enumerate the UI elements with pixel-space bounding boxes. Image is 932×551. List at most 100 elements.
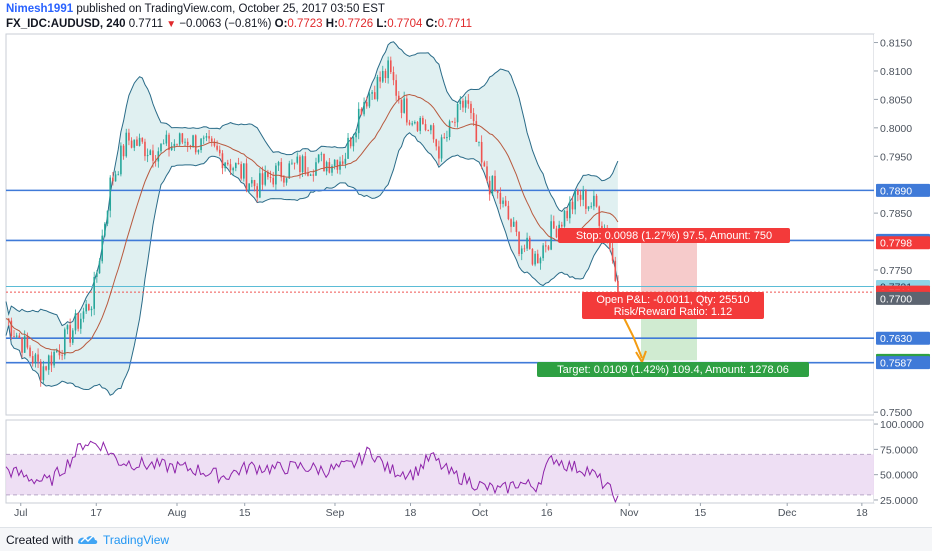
candle-body <box>389 60 392 73</box>
price-axis-label-text: 0.7587 <box>880 358 912 370</box>
candle-body <box>170 146 173 150</box>
candle-body <box>432 125 435 140</box>
candle-body <box>614 260 617 281</box>
candle-body <box>66 325 69 330</box>
candle-body <box>291 162 293 164</box>
candle-body <box>13 336 15 337</box>
candle-body <box>55 350 58 352</box>
candle-body <box>264 171 267 185</box>
x-tick-label: Jul <box>14 507 27 519</box>
symbol-line: FX_IDC:AUDUSD, 240 0.7711 ▼ −0.0063 (−0.… <box>6 18 472 30</box>
candle-body <box>192 135 194 147</box>
bollinger-band-fill <box>6 41 618 396</box>
candle-body <box>45 366 47 370</box>
candle-body <box>144 141 146 157</box>
candle-body <box>419 117 421 131</box>
candle-body <box>299 156 301 173</box>
candle-body <box>216 145 218 150</box>
symbol-name[interactable]: FX_IDC:AUDUSD, 240 <box>6 18 126 30</box>
candle-body <box>138 137 141 146</box>
price-axis-label: 0.7798 <box>876 236 930 250</box>
candle-body <box>200 138 202 151</box>
candle-body <box>261 173 264 185</box>
candle-body <box>443 137 446 139</box>
candle-body <box>259 173 261 198</box>
bollinger-lower-line <box>5 132 619 396</box>
price-axis-label-box <box>876 183 930 197</box>
candle-body <box>371 92 373 94</box>
candle-body <box>566 210 568 219</box>
created-with-text: Created with <box>6 533 74 547</box>
x-tick-label: 15 <box>239 507 251 519</box>
candle-body <box>373 92 376 100</box>
candle-body <box>112 177 114 182</box>
candle-body <box>114 174 117 182</box>
price-axis-label: 0.7700 <box>876 291 930 305</box>
y-tick-label: 0.8050 <box>880 94 912 106</box>
candle-body <box>301 156 304 173</box>
candle-body <box>355 133 357 138</box>
y-tick-label: 0.7850 <box>880 208 912 220</box>
candle-body <box>363 102 365 115</box>
candle-body <box>486 166 488 181</box>
candle-body <box>280 162 283 178</box>
candle-body <box>77 313 79 329</box>
candle-body <box>528 237 531 249</box>
candle-body <box>398 95 400 100</box>
x-tick-label: 17 <box>90 507 102 519</box>
candle-body <box>381 71 384 82</box>
y-tick-label: 0.7950 <box>880 151 912 163</box>
x-tick-label: Aug <box>168 507 187 519</box>
candle-body <box>243 163 245 179</box>
candle-body <box>536 253 539 264</box>
chart-canvas[interactable]: Stop: 0.0098 (1.27%) 97.5, Amount: 750 Op… <box>0 0 932 527</box>
candle-body <box>411 123 413 125</box>
rsi-tick-label: 100.0000 <box>880 419 924 431</box>
tradingview-logo-icon[interactable] <box>77 532 99 546</box>
candle-body <box>197 150 200 153</box>
candle-body <box>448 121 451 138</box>
candle-body <box>395 80 397 96</box>
candle-body <box>269 176 272 178</box>
candle-body <box>400 99 403 113</box>
candle-body <box>544 245 547 247</box>
publish-line: Nimesh1991 published on TradingView.com,… <box>6 3 385 15</box>
candle-body <box>181 133 184 143</box>
candle-body <box>376 76 379 100</box>
candle-body <box>454 121 456 123</box>
candle-body <box>488 180 491 195</box>
candle-body <box>162 143 165 145</box>
candle-body <box>93 276 95 309</box>
candle-body <box>320 153 323 155</box>
candle-body <box>561 224 563 227</box>
candle-body <box>574 190 576 210</box>
candle-body <box>29 347 31 357</box>
price-change: −0.0063 (−0.81%) <box>179 18 272 30</box>
candle-body <box>496 190 499 193</box>
candle-body <box>39 361 42 381</box>
candle-body <box>365 102 368 107</box>
published-text: published on TradingView.com, October 25… <box>76 3 385 15</box>
candle-body <box>499 192 502 204</box>
candle-body <box>117 174 120 176</box>
candle-body <box>253 180 256 187</box>
high-label: H: <box>325 18 338 30</box>
price-axis-label: 0.7630 <box>876 331 930 345</box>
tradingview-brand-link[interactable]: TradingView <box>103 533 170 547</box>
candle-body <box>15 335 18 337</box>
candle-body <box>368 93 371 107</box>
candle-body <box>296 156 299 163</box>
candle-body <box>475 121 478 142</box>
candle-body <box>34 354 37 364</box>
candle-body <box>379 76 381 82</box>
candle-body <box>507 205 510 220</box>
candle-body <box>141 137 144 142</box>
candle-body <box>593 195 595 207</box>
pnl-label: Open P&L: -0.0011, Qty: 25510Risk/Reward… <box>582 292 764 319</box>
candle-body <box>384 71 387 79</box>
candle-body <box>186 141 189 146</box>
candle-body <box>267 171 269 177</box>
author-link[interactable]: Nimesh1991 <box>6 3 74 15</box>
x-tick-label: 18 <box>856 507 868 519</box>
candle-body <box>101 235 104 262</box>
